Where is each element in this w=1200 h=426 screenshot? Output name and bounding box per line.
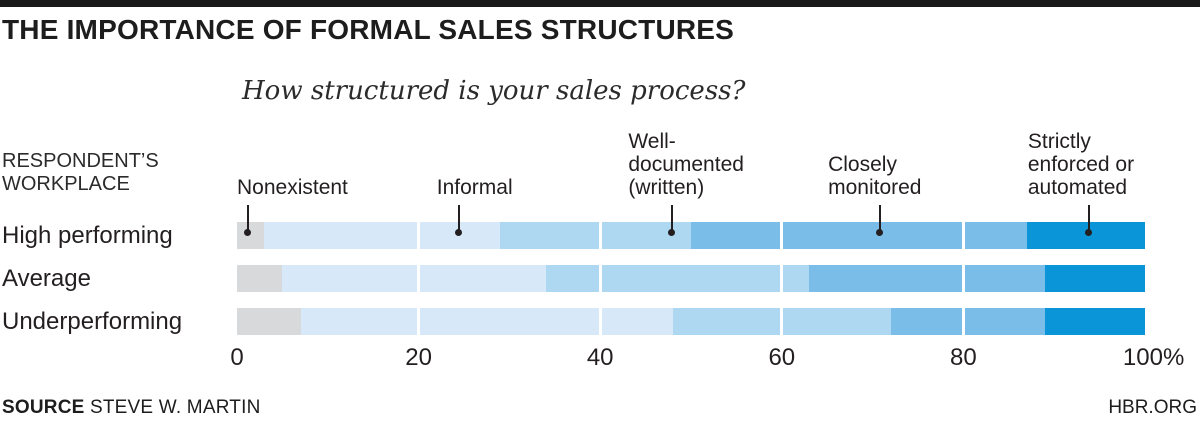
bar-row <box>237 308 1145 335</box>
row-axis-title-line2: WORKPLACE <box>2 173 130 195</box>
gridline <box>961 308 965 335</box>
pointer-line <box>878 205 881 233</box>
category-row-label: Average <box>2 265 91 292</box>
gridline <box>598 265 602 292</box>
segment-label: Nonexistent <box>237 176 348 199</box>
segment-label: Informal <box>437 176 513 199</box>
pointer-dot <box>244 229 252 236</box>
gridline <box>780 265 784 292</box>
bar-row <box>237 265 1145 292</box>
segment-label-line: Well- <box>628 130 676 153</box>
gridline <box>417 265 421 292</box>
top-rule <box>0 0 1200 7</box>
pointer-dot <box>876 229 884 236</box>
source-text: STEVE W. MARTIN <box>89 397 261 418</box>
hbr-org-text: HBR.ORG <box>1108 397 1197 418</box>
bar-segment <box>1045 308 1145 335</box>
axis-tick-label: 20 <box>405 344 432 371</box>
row-axis-title-line1: RESPONDENT’S <box>2 150 159 172</box>
bar-segment <box>1045 265 1145 292</box>
axis-tick-label: 60 <box>768 344 796 371</box>
bar-segment <box>264 222 501 249</box>
bar-segment <box>237 265 283 292</box>
bar-segment <box>890 308 1046 335</box>
pointer-dot <box>1085 229 1093 236</box>
bar-row <box>237 222 1145 249</box>
row-axis-title: RESPONDENT’S WORKPLACE <box>2 150 159 196</box>
segment-label-line: automated <box>1027 176 1128 199</box>
pointer-line <box>246 205 249 233</box>
pointer-dot <box>455 229 463 236</box>
segment-label-line: Nonexistent <box>237 176 348 199</box>
pointer-dot <box>668 229 676 236</box>
bar-segment <box>237 308 301 335</box>
axis-tick-label: 80 <box>950 344 977 371</box>
plot-area: 0 20 40 60 80 100% Nonexistent Informal Well-doc… <box>230 0 1184 426</box>
axis-tick-label: 0 <box>230 344 244 371</box>
bar-segment <box>300 308 673 335</box>
segment-label: Well-documented (written) <box>628 130 744 199</box>
chart-title: THE IMPORTANCE OF FORMAL SALES STRUCTURE… <box>2 14 735 45</box>
axis-tick-label: 40 <box>586 344 614 371</box>
gridline <box>417 308 421 335</box>
chart-subtitle: How structured is your sales process? <box>242 76 746 106</box>
source: SOURCE STEVE W. MARTIN <box>2 397 261 419</box>
pointer-line <box>1087 205 1090 233</box>
pointer-line <box>457 205 460 233</box>
segment-label-line: monitored <box>828 176 922 199</box>
category-row-label: High performing <box>2 222 173 249</box>
bar-segment <box>500 222 691 249</box>
segment-label-line: (written) <box>628 176 705 199</box>
gridline <box>417 222 421 249</box>
bar-segment <box>237 222 265 249</box>
segment-label-line: Closely <box>828 153 897 176</box>
gridline <box>780 222 784 249</box>
category-row-label: Underperforming <box>2 308 183 335</box>
pointer-line <box>670 205 673 233</box>
gridline <box>961 222 965 249</box>
segment-label-line: enforced or <box>1027 153 1135 176</box>
source-label: SOURCE <box>2 397 85 418</box>
bar-segment <box>545 265 810 292</box>
bar-segment <box>282 265 546 292</box>
segment-label-line: Informal <box>436 176 513 199</box>
bar-segment <box>691 222 1027 249</box>
segment-label-line: Strictly <box>1027 130 1091 153</box>
gridline <box>961 265 965 292</box>
segment-label: Strictly enforced or automated <box>1028 130 1134 199</box>
gridline <box>598 222 602 249</box>
axis-tick-label: 100% <box>1122 344 1185 371</box>
gridline <box>780 308 784 335</box>
gridline <box>598 308 602 335</box>
bar-segment <box>809 265 1046 292</box>
segment-label: Closely monitored <box>828 153 921 199</box>
segment-label-line: documented <box>628 153 744 176</box>
